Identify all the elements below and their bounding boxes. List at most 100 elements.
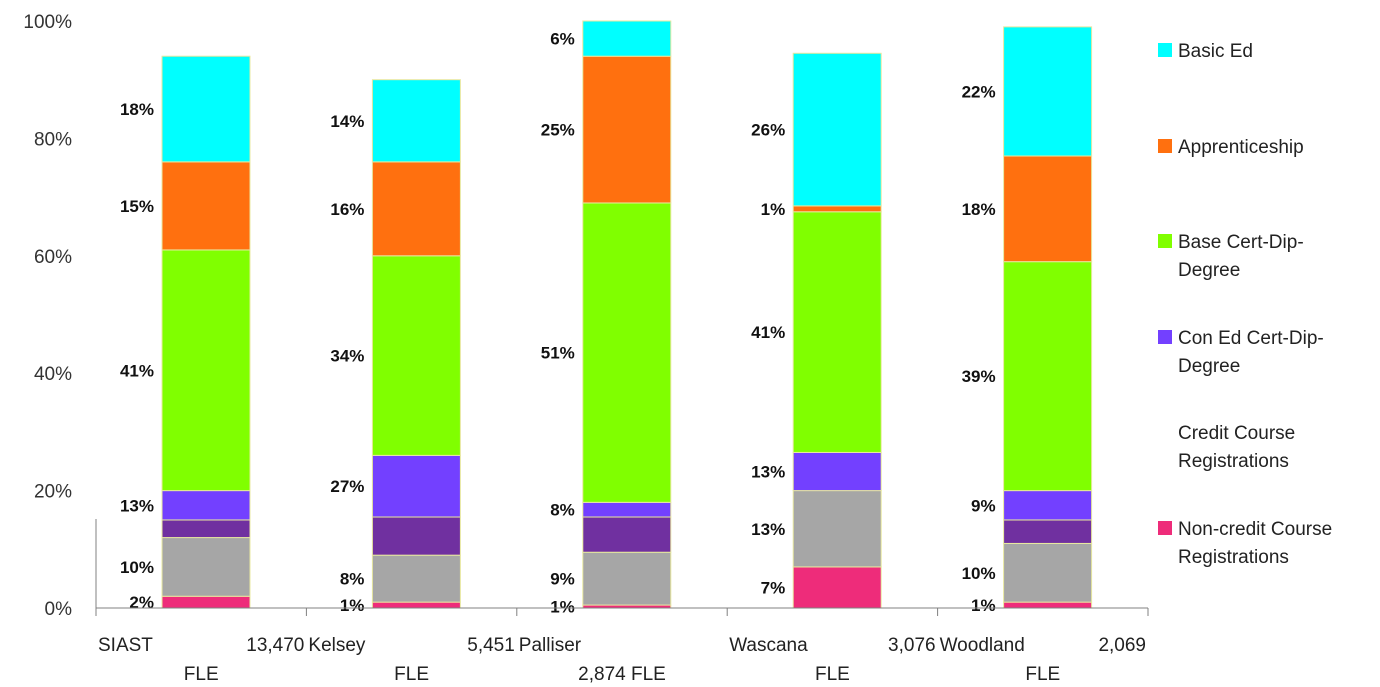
bar-segment-apprenticeship[interactable] [582, 55, 672, 204]
bar-segment-base-cert-dip-degree[interactable] [792, 211, 882, 453]
x-category-value: 2,069 [1098, 635, 1146, 656]
bar-segment-con-ed-cert-dip-degree[interactable] [582, 501, 672, 518]
legend-item-credit-course-registrations[interactable]: Credit Course Registrations [1158, 420, 1328, 476]
legend-swatch [1158, 43, 1172, 57]
bar-segment-unlabeled[interactable] [1003, 519, 1093, 544]
data-label: 13% [120, 496, 154, 515]
bar-segment-credit-course-registrations[interactable] [371, 554, 461, 603]
bar-segment-credit-course-registrations[interactable] [1003, 542, 1093, 603]
data-label: 14% [330, 112, 364, 131]
data-labels: 2% 10% 13% 41% 15% 18% 1% 8% 27% 34% 16% 14% 1% 9% 8% 5… [120, 30, 996, 617]
x-axis: SIAST 13,470 FLE Kelsey 5,451 FLE Palliser 2,87… [95, 607, 1149, 685]
bar-segment-basic-ed[interactable] [792, 52, 882, 207]
legend-item-con-ed-cert-dip-degree[interactable]: Con Ed Cert-Dip-Degree [1158, 325, 1363, 381]
data-label: 8% [550, 501, 575, 520]
x-category-label: SIAST [98, 635, 153, 656]
bar-segment-non-credit-course-registrations[interactable] [161, 595, 251, 609]
legend-label: Basic Ed [1178, 41, 1253, 62]
legend-label: Non-credit Course Registrations [1178, 519, 1333, 568]
data-label: 1% [340, 596, 365, 615]
x-category-label-line2: FLE [394, 664, 429, 685]
data-label: 18% [962, 200, 996, 219]
legend-label: Base Cert-Dip-Degree [1178, 232, 1304, 281]
bar-stacks [161, 20, 1093, 609]
bar-segment-basic-ed[interactable] [582, 20, 672, 57]
legend-swatch [1158, 139, 1172, 153]
legend-item-apprenticeship[interactable]: Apprenticeship [1158, 134, 1368, 162]
bar-segment-con-ed-cert-dip-degree[interactable] [371, 454, 461, 518]
bar-segment-con-ed-cert-dip-degree[interactable] [161, 490, 251, 521]
data-label: 22% [962, 82, 996, 101]
x-category-label: Wascana [729, 635, 808, 656]
x-category-label: Kelsey [308, 635, 366, 656]
data-label: 2% [129, 593, 154, 612]
data-label: 10% [962, 564, 996, 583]
bar-segment-con-ed-cert-dip-degree[interactable] [792, 451, 882, 492]
data-label: 41% [751, 323, 785, 342]
bar-segment-non-credit-course-registrations[interactable] [1003, 601, 1093, 609]
data-label: 9% [550, 570, 575, 589]
bar-segment-basic-ed[interactable] [1003, 26, 1093, 157]
legend-item-basic-ed[interactable]: Basic Ed [1158, 38, 1368, 66]
data-label: 13% [751, 463, 785, 482]
legend-swatch [1158, 330, 1172, 344]
data-label: 6% [550, 30, 575, 49]
x-category-value: 13,470 [246, 635, 304, 656]
y-tick-label: 80% [34, 129, 72, 150]
bar-segment-credit-course-registrations[interactable] [161, 537, 251, 597]
bar-segment-con-ed-cert-dip-degree[interactable] [1003, 490, 1093, 521]
bar-segment-apprenticeship[interactable] [161, 161, 251, 251]
data-label: 27% [330, 477, 364, 496]
bar-segment-non-credit-course-registrations[interactable] [371, 601, 461, 609]
bar-segment-apprenticeship[interactable] [792, 205, 882, 213]
data-label: 15% [120, 197, 154, 216]
data-label: 7% [761, 578, 786, 597]
bar-segment-basic-ed[interactable] [161, 55, 251, 163]
bar-segment-unlabeled[interactable] [371, 516, 461, 556]
bar-segment-credit-course-registrations[interactable] [582, 551, 672, 606]
x-category-label-line2: FLE [184, 664, 219, 685]
bar-segment-apprenticeship[interactable] [1003, 155, 1093, 263]
bar-segment-credit-course-registrations[interactable] [792, 490, 882, 568]
bar-segment-base-cert-dip-degree[interactable] [582, 202, 672, 503]
y-tick-label: 0% [45, 599, 73, 620]
bar-segment-base-cert-dip-degree[interactable] [1003, 261, 1093, 492]
legend-item-base-cert-dip-degree[interactable]: Base Cert-Dip-Degree [1158, 229, 1343, 285]
bar-segment-apprenticeship[interactable] [371, 161, 461, 257]
x-category-label-line2: 2,874 FLE [578, 664, 666, 685]
y-tick-label: 100% [23, 12, 72, 33]
data-label: 10% [120, 558, 154, 577]
legend-label: Con Ed Cert-Dip-Degree [1178, 328, 1324, 377]
data-label: 41% [120, 361, 154, 380]
data-label: 1% [971, 596, 996, 615]
data-label: 16% [330, 200, 364, 219]
data-label: 39% [962, 367, 996, 386]
data-label: 1% [761, 200, 786, 219]
legend-label: Apprenticeship [1178, 137, 1304, 158]
data-label: 13% [751, 520, 785, 539]
legend-swatch [1158, 521, 1172, 535]
bar-segment-basic-ed[interactable] [371, 79, 461, 163]
bar-segment-base-cert-dip-degree[interactable] [161, 249, 251, 492]
y-tick-label: 60% [34, 247, 72, 268]
data-label: 9% [971, 496, 996, 515]
data-label: 34% [330, 347, 364, 366]
legend-item-non-credit-course-registrations[interactable]: Non-credit Course Registrations [1158, 516, 1378, 572]
bar-segment-unlabeled[interactable] [161, 519, 251, 539]
bar-segment-non-credit-course-registrations[interactable] [792, 566, 882, 609]
data-label: 1% [550, 598, 575, 617]
legend-label: Credit Course Registrations [1178, 423, 1296, 472]
x-category-label-line2: FLE [1025, 664, 1060, 685]
data-label: 51% [541, 344, 575, 363]
bar-segment-base-cert-dip-degree[interactable] [371, 255, 461, 456]
x-category-value: 3,076 [888, 635, 936, 656]
data-label: 18% [120, 100, 154, 119]
data-label: 25% [541, 121, 575, 140]
y-tick-label: 20% [34, 482, 72, 503]
x-category-value: 5,451 [467, 635, 515, 656]
stacked-bar-chart: 0% 20% 40% 60% 80% 100% 2% 10% 13% 41% 15% 18% 1% 8%… [23, 12, 1149, 685]
x-category-label: Woodland [940, 635, 1025, 656]
bar-segment-unlabeled[interactable] [582, 516, 672, 553]
data-label: 8% [340, 570, 365, 589]
y-tick-label: 40% [34, 364, 72, 385]
